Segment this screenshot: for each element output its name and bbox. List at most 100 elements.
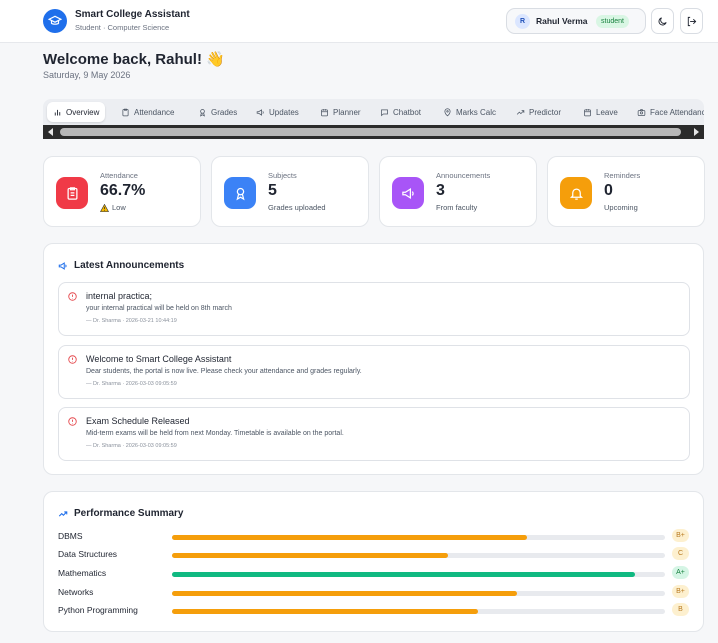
subject-name: DBMS <box>58 531 83 541</box>
role-badge: student <box>596 15 629 28</box>
tab-label: Chatbot <box>393 107 422 117</box>
announcement-item[interactable]: Exam Schedule Released Mid-term exams wi… <box>58 407 690 461</box>
announcement-body: Mid-term exams will be held from next Mo… <box>86 430 344 437</box>
trend-icon <box>58 510 68 516</box>
tab-chatbot[interactable]: Chatbot <box>380 102 421 122</box>
stat-note-text: Low <box>112 203 126 212</box>
tab-overview[interactable]: Overview <box>47 102 106 122</box>
announcement-item[interactable]: Welcome to Smart College Assistant Dear … <box>58 345 690 399</box>
tab-label: Updates <box>269 107 299 117</box>
bell-icon <box>560 177 592 209</box>
stat-label: Attendance <box>100 171 138 180</box>
stat-card-announcements: Announcements 3 From faculty <box>379 156 537 227</box>
announcement-meta: — Dr. Sharma · 2026-03-03 09:05:59 <box>86 381 177 387</box>
panel-title-text: Performance Summary <box>74 508 184 519</box>
stat-note: Grades uploaded <box>268 203 326 212</box>
clipboard-icon <box>56 177 88 209</box>
performance-title: Performance Summary <box>58 508 184 519</box>
scroll-left-arrow-icon[interactable] <box>48 128 53 136</box>
stat-label: Announcements <box>436 171 491 180</box>
grade-badge: B <box>672 603 689 616</box>
top-bar: Smart College Assistant Student · Comput… <box>0 0 718 43</box>
progress-fill <box>172 553 449 558</box>
announcement-title: Exam Schedule Released <box>86 416 190 426</box>
performance-row: Networks B+ <box>58 585 690 601</box>
calendar-icon <box>321 108 328 116</box>
grade-badge: C <box>672 547 689 560</box>
tab-label: Face Attendance <box>650 107 704 117</box>
progress-fill <box>172 572 636 577</box>
progress-fill <box>172 609 478 614</box>
tab-face-attendance[interactable]: Face Attendance <box>637 102 704 122</box>
tab-updates[interactable]: Updates <box>256 102 299 122</box>
alert-circle-icon <box>68 417 77 426</box>
subject-name: Data Structures <box>58 549 118 559</box>
tab-label: Overview <box>66 107 100 117</box>
alert-circle-icon <box>68 292 77 301</box>
trend-icon <box>516 109 525 115</box>
bar-chart-icon <box>54 109 61 115</box>
tab-label: Marks Calc <box>456 107 497 117</box>
grade-badge: B+ <box>672 585 689 598</box>
performance-row: Data Structures C <box>58 547 690 563</box>
progress-track <box>172 553 665 558</box>
progress-fill <box>172 535 527 540</box>
stat-card-subjects: Subjects 5 Grades uploaded <box>211 156 369 227</box>
map-pin-icon <box>444 107 451 116</box>
progress-track <box>172 591 665 596</box>
avatar: R <box>515 14 530 29</box>
progress-track <box>172 535 665 540</box>
announcement-item[interactable]: internal practica; your internal practic… <box>58 282 690 336</box>
tab-label: Grades <box>211 107 238 117</box>
stat-value: 3 <box>436 182 445 199</box>
theme-toggle-button[interactable] <box>651 8 674 34</box>
announcements-title: Latest Announcements <box>58 260 184 271</box>
stat-label: Reminders <box>604 171 641 180</box>
clipboard-icon <box>122 108 129 116</box>
camera-icon <box>637 108 646 116</box>
app-subtitle: Student · Computer Science <box>75 23 170 32</box>
subject-name: Networks <box>58 587 94 597</box>
calendar-icon <box>584 108 591 116</box>
award-icon <box>200 108 205 117</box>
tab-planner[interactable]: Planner <box>320 102 361 122</box>
chat-icon <box>381 109 388 116</box>
award-icon <box>224 177 256 209</box>
tab-marks-calc[interactable]: Marks Calc <box>443 102 496 122</box>
tab-grades[interactable]: Grades <box>198 102 237 122</box>
performance-row: Mathematics A+ <box>58 566 690 582</box>
tab-leave[interactable]: Leave <box>583 102 618 122</box>
scroll-right-arrow-icon[interactable] <box>694 128 699 136</box>
tab-predictor[interactable]: Predictor <box>516 102 561 122</box>
scrollbar-thumb[interactable] <box>60 128 681 136</box>
tab-label: Planner <box>333 107 361 117</box>
stat-note: From faculty <box>436 203 478 212</box>
page-title: Welcome back, Rahul! 👋 <box>43 51 225 68</box>
stat-value: 66.7% <box>100 182 146 199</box>
performance-row: Python Programming B <box>58 603 690 619</box>
progress-fill <box>172 591 518 596</box>
moon-icon <box>658 16 667 25</box>
user-menu[interactable]: R Rahul Verma student <box>506 8 646 34</box>
app-title: Smart College Assistant <box>75 9 190 20</box>
subject-name: Python Programming <box>58 605 138 615</box>
announcements-panel: Latest Announcements internal practica; … <box>43 243 704 475</box>
announcement-title: Welcome to Smart College Assistant <box>86 354 232 364</box>
warning-icon <box>100 203 109 212</box>
tab-attendance[interactable]: Attendance <box>121 102 174 122</box>
stat-value: 5 <box>268 182 277 199</box>
megaphone-icon <box>58 261 67 270</box>
stat-card-attendance: Attendance 66.7% Low <box>43 156 201 227</box>
progress-track <box>172 572 665 577</box>
announcement-title: internal practica; <box>86 291 153 301</box>
logout-button[interactable] <box>680 8 703 34</box>
stat-value: 0 <box>604 182 613 199</box>
stat-card-reminders: Reminders 0 Upcoming <box>547 156 705 227</box>
announcement-body: your internal practical will be held on … <box>86 305 232 312</box>
alert-circle-icon <box>68 355 77 364</box>
grade-badge: A+ <box>672 566 689 579</box>
announcement-meta: — Dr. Sharma · 2026-03-03 09:05:59 <box>86 443 177 449</box>
grade-badge: B+ <box>672 529 689 542</box>
tab-scrollbar[interactable] <box>43 125 704 139</box>
megaphone-icon <box>256 108 264 116</box>
